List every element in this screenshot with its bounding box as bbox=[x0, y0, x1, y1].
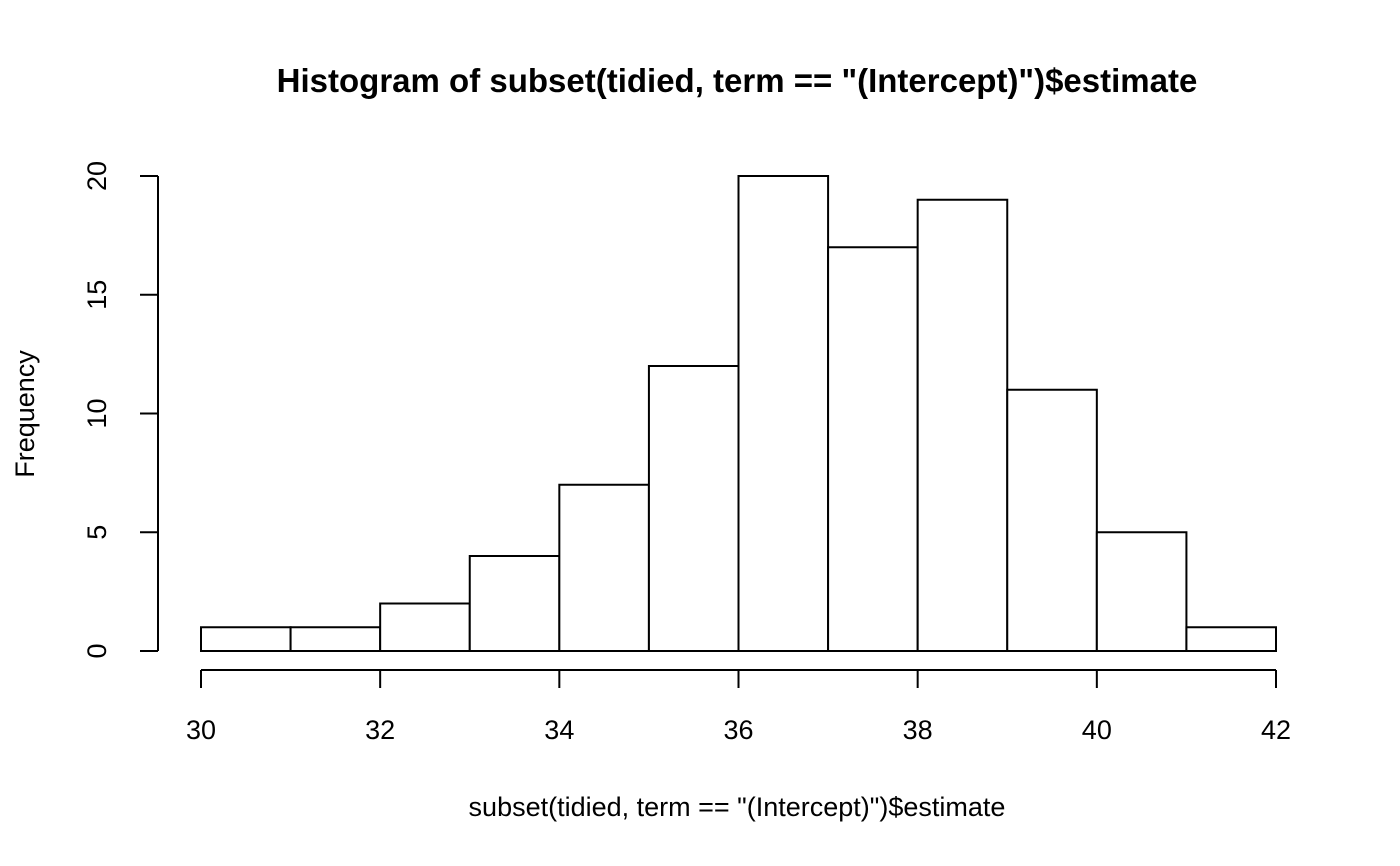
y-axis: 0 5 10 15 20 bbox=[82, 161, 159, 659]
histogram-bar-8 bbox=[916, 198, 1009, 652]
histogram-bar-6 bbox=[737, 175, 830, 652]
y-tick-label-1: 5 bbox=[82, 525, 112, 540]
y-axis-label: Frequency bbox=[10, 350, 40, 478]
y-tick-label-4: 20 bbox=[82, 161, 112, 191]
histogram-bar-4 bbox=[558, 483, 650, 652]
histogram-bar-5 bbox=[647, 365, 740, 652]
y-tick-label-2: 10 bbox=[82, 398, 112, 428]
x-tick-label-5: 40 bbox=[1082, 715, 1112, 745]
histogram-bar-9 bbox=[1006, 388, 1098, 652]
x-tick-label-0: 30 bbox=[186, 715, 216, 745]
histogram-bar-7 bbox=[827, 246, 919, 652]
histogram-bar-11 bbox=[1185, 626, 1277, 652]
histogram-bar-0 bbox=[200, 626, 292, 652]
y-tick-label-0: 0 bbox=[82, 643, 112, 658]
chart-title: Histogram of subset(tidied, term == "(In… bbox=[277, 62, 1198, 99]
x-tick-label-1: 32 bbox=[365, 715, 395, 745]
x-axis-label: subset(tidied, term == "(Intercept)")$es… bbox=[469, 792, 1006, 822]
x-tick-label-3: 36 bbox=[723, 715, 753, 745]
bars-group bbox=[200, 175, 1277, 652]
histogram-bar-10 bbox=[1095, 531, 1188, 652]
histogram-bar-1 bbox=[289, 626, 382, 652]
histogram-bar-2 bbox=[379, 602, 471, 652]
x-tick-label-2: 34 bbox=[544, 715, 574, 745]
x-tick-label-6: 42 bbox=[1261, 715, 1291, 745]
histogram-bar-3 bbox=[468, 555, 561, 652]
x-axis: 30 32 34 36 38 40 42 bbox=[186, 669, 1291, 745]
y-tick-label-3: 15 bbox=[82, 280, 112, 310]
x-tick-label-4: 38 bbox=[903, 715, 933, 745]
